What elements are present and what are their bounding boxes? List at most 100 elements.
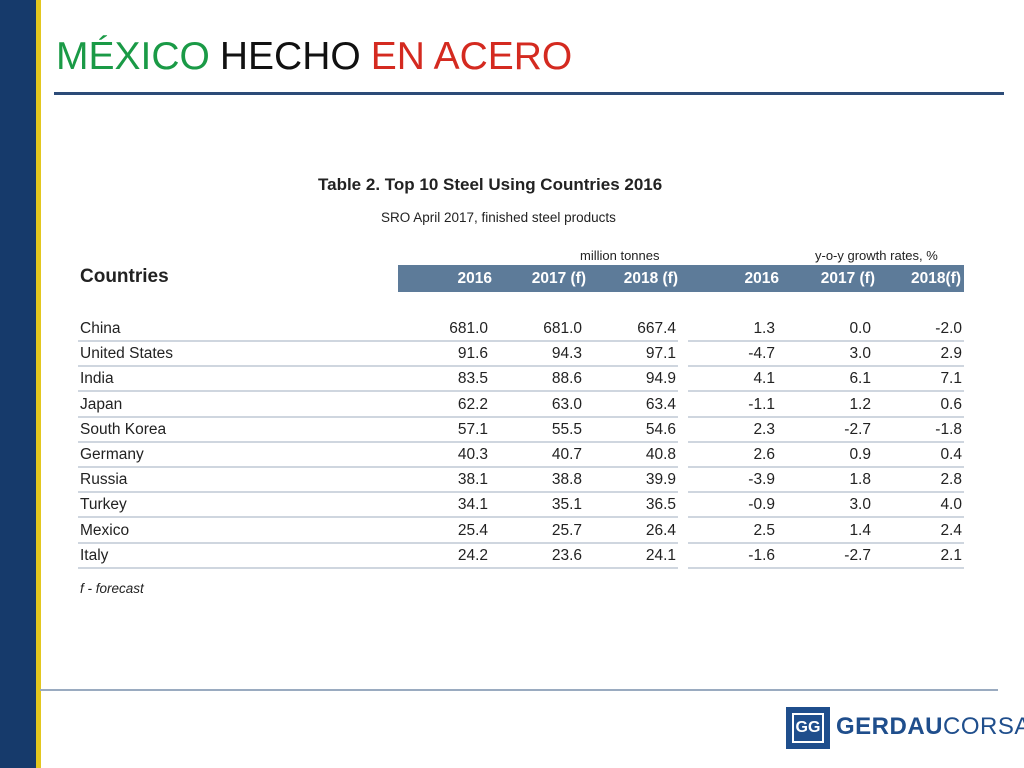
- value-cell: -2.7: [844, 420, 871, 438]
- value-cell: 681.0: [543, 320, 582, 337]
- value-cell: -1.6: [748, 546, 775, 564]
- value-cell: 35.1: [551, 496, 582, 514]
- value-cell: 40.3: [457, 446, 488, 463]
- country-name: United States: [80, 345, 174, 363]
- value-cell: 55.5: [551, 420, 582, 438]
- row-divider-left: [78, 491, 678, 494]
- footer-divider: [40, 689, 998, 691]
- logo-mark-text: GG: [792, 713, 824, 743]
- row-divider-left: [78, 390, 678, 393]
- value-cell: 24.2: [457, 546, 488, 564]
- value-cell: 2.4: [940, 521, 962, 539]
- value-cell: -1.8: [935, 420, 962, 438]
- slide-title: MÉXICO HECHO EN ACERO: [56, 34, 582, 80]
- table-header-band: 2016 2017 (f) 2018 (f) 2016 2017 (f) 201…: [398, 265, 964, 292]
- header-2016-growth: 2016: [744, 270, 779, 287]
- value-cell: 40.8: [645, 446, 676, 463]
- value-cell: 54.6: [645, 420, 676, 438]
- value-cell: 2.1: [940, 546, 962, 564]
- value-cell: 6.1: [849, 370, 871, 388]
- header-2017-growth: 2017 (f): [820, 270, 875, 287]
- title-divider: [54, 92, 1004, 95]
- table-subtitle: SRO April 2017, finished steel products: [381, 210, 616, 225]
- country-name: China: [80, 320, 121, 337]
- value-cell: -4.7: [748, 345, 775, 363]
- value-cell: 38.1: [457, 471, 488, 489]
- value-cell: 0.9: [849, 446, 871, 463]
- row-divider-right: [688, 440, 964, 443]
- value-cell: 0.4: [940, 446, 962, 463]
- value-cell: 1.3: [753, 320, 775, 337]
- value-cell: 3.0: [849, 496, 871, 514]
- value-cell: 34.1: [457, 496, 488, 514]
- header-2017-volume: 2017 (f): [531, 270, 586, 287]
- value-cell: 1.2: [849, 395, 871, 413]
- table-row: Japan 62.2 63.0 63.4 -1.1 1.2 0.6: [78, 392, 964, 417]
- row-divider-right: [688, 491, 964, 494]
- table-title: Table 2. Top 10 Steel Using Countries 20…: [318, 175, 663, 194]
- gerdau-corsa-logo: GG GERDAUCORSA: [786, 707, 1024, 749]
- table-row: United States 91.6 94.3 97.1 -4.7 3.0 2.9: [78, 341, 964, 366]
- value-cell: 62.2: [457, 395, 488, 413]
- value-cell: 1.8: [849, 471, 871, 489]
- left-brand-bar: [0, 0, 36, 768]
- row-divider-right: [688, 541, 964, 544]
- value-cell: 4.1: [753, 370, 775, 388]
- table-row: Mexico 25.4 25.7 26.4 2.5 1.4 2.4: [78, 518, 964, 543]
- unit-label-volume: million tonnes: [580, 248, 660, 263]
- row-divider-right: [688, 466, 964, 468]
- row-divider-left: [78, 516, 678, 519]
- country-name: India: [80, 370, 114, 388]
- header-2018-growth: 2018(f): [911, 270, 961, 287]
- table-row: China 681.0 681.0 667.4 1.3 0.0 -2.0: [78, 316, 964, 341]
- country-name: South Korea: [80, 420, 167, 438]
- row-divider-left: [78, 440, 678, 443]
- value-cell: 88.6: [551, 370, 582, 388]
- logo-brand-light: CORSA: [943, 713, 1024, 740]
- row-divider-left: [78, 340, 678, 342]
- value-cell: 23.6: [551, 546, 582, 564]
- logo-brand-bold: GERDAU: [836, 713, 944, 740]
- row-divider-left: [78, 365, 678, 368]
- header-2016-volume: 2016: [457, 270, 492, 287]
- row-divider-right: [688, 566, 964, 569]
- value-cell: 26.4: [645, 521, 676, 539]
- value-cell: 2.6: [753, 446, 775, 463]
- row-divider-left: [78, 541, 678, 544]
- value-cell: 0.0: [849, 320, 871, 337]
- value-cell: -2.7: [844, 546, 871, 564]
- unit-label-growth: y-o-y growth rates, %: [815, 248, 938, 263]
- country-name: Japan: [80, 395, 123, 413]
- value-cell: 36.5: [645, 496, 676, 514]
- value-cell: 667.4: [637, 320, 676, 337]
- title-part: EN ACERO: [370, 35, 573, 78]
- value-cell: 39.9: [645, 471, 676, 489]
- country-name: Russia: [80, 471, 128, 489]
- left-accent-stripe: [36, 0, 41, 768]
- logo-mark: GG: [786, 707, 830, 749]
- row-divider-left: [78, 466, 678, 468]
- row-divider-right: [688, 516, 964, 519]
- logo-wordmark: GERDAUCORSA: [836, 713, 1024, 741]
- country-name: Mexico: [80, 521, 130, 539]
- value-cell: 57.1: [457, 420, 488, 438]
- value-cell: 91.6: [457, 345, 488, 363]
- value-cell: -3.9: [748, 471, 775, 489]
- table-row: Germany 40.3 40.7 40.8 2.6 0.9 0.4: [78, 442, 964, 467]
- value-cell: 40.7: [551, 446, 582, 463]
- value-cell: 25.4: [457, 521, 488, 539]
- countries-header: Countries: [80, 266, 169, 287]
- value-cell: -2.0: [935, 320, 962, 337]
- value-cell: 94.9: [645, 370, 676, 388]
- header-2018-volume: 2018 (f): [623, 270, 678, 287]
- value-cell: 0.6: [940, 395, 962, 413]
- value-cell: 2.3: [753, 420, 775, 438]
- country-name: Germany: [80, 446, 144, 463]
- row-divider-right: [688, 415, 964, 418]
- value-cell: 2.8: [940, 471, 962, 489]
- value-cell: 3.0: [849, 345, 871, 363]
- value-cell: 25.7: [551, 521, 582, 539]
- country-name: Italy: [80, 546, 109, 564]
- row-divider-left: [78, 566, 678, 569]
- value-cell: 24.1: [645, 546, 676, 564]
